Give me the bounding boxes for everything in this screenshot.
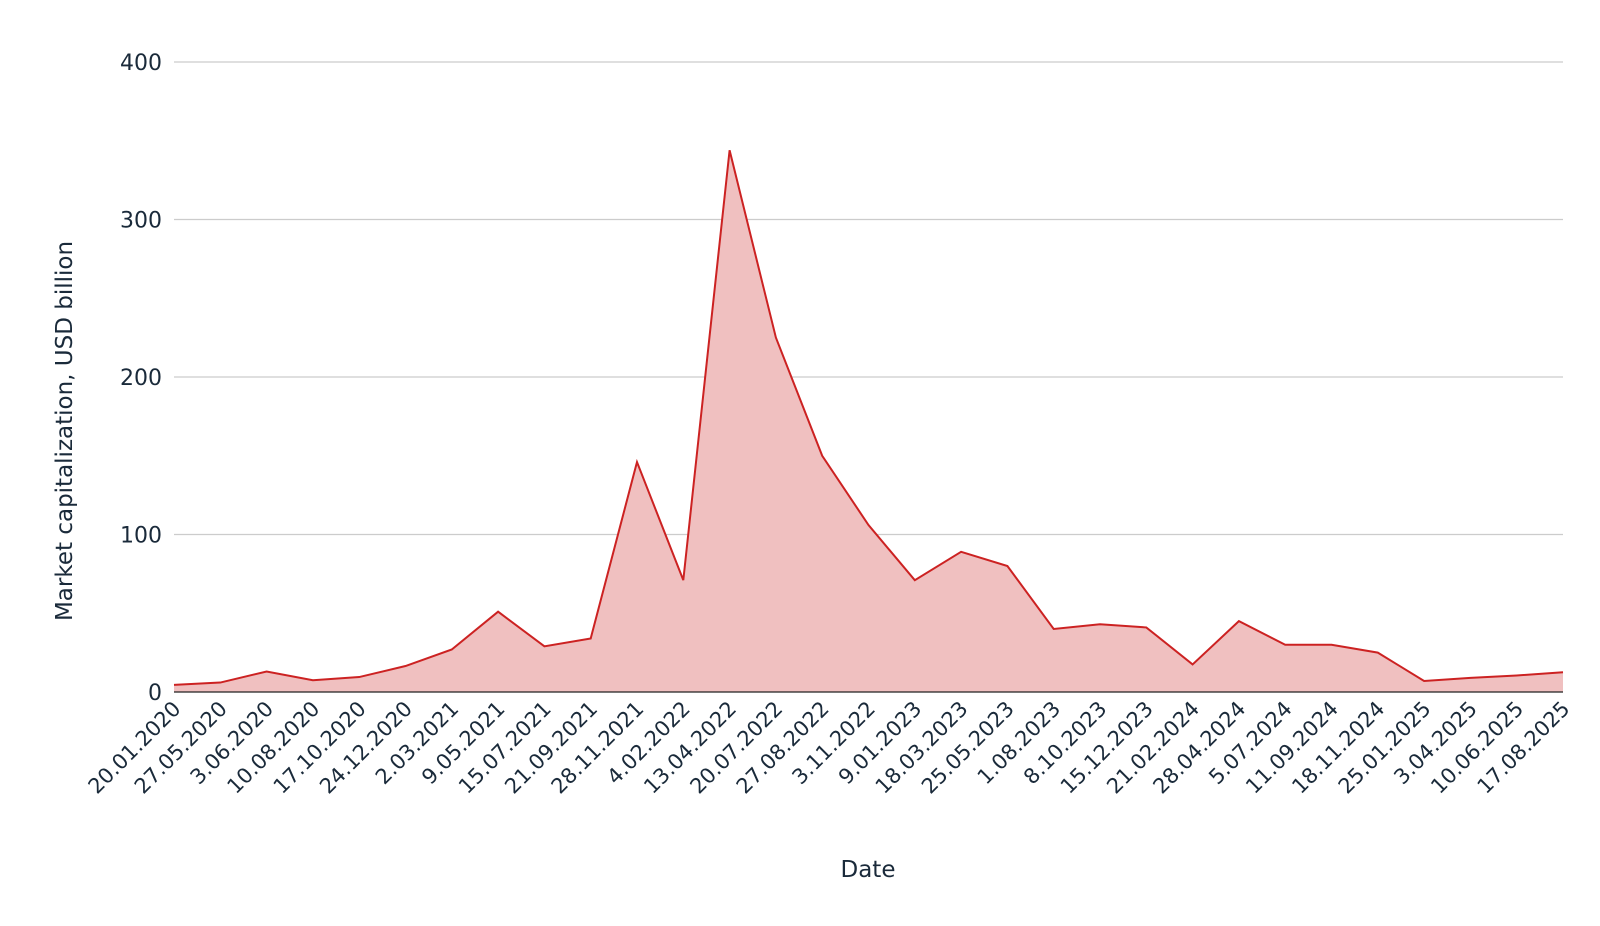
data-point bbox=[1377, 652, 1378, 653]
data-point bbox=[544, 646, 545, 647]
data-point bbox=[1146, 627, 1147, 628]
data-point bbox=[590, 638, 591, 639]
data-point bbox=[637, 462, 638, 463]
data-point bbox=[914, 580, 915, 581]
data-point bbox=[1192, 664, 1193, 665]
y-axis-title: Market capitalization, USD billion bbox=[52, 241, 78, 621]
data-point bbox=[1563, 672, 1564, 673]
data-point bbox=[312, 680, 313, 681]
data-point bbox=[451, 649, 452, 650]
data-point bbox=[405, 666, 406, 667]
data-point bbox=[1516, 675, 1517, 676]
data-point bbox=[1238, 621, 1239, 622]
data-point bbox=[498, 611, 499, 612]
x-axis-title: Date bbox=[841, 857, 896, 883]
data-point bbox=[729, 150, 730, 151]
data-point bbox=[359, 677, 360, 678]
y-tick-label: 0 bbox=[148, 681, 162, 706]
data-point bbox=[1285, 644, 1286, 645]
data-point bbox=[220, 682, 221, 683]
data-point bbox=[1007, 566, 1008, 567]
y-tick-labels: 0 100 200 300 400 bbox=[120, 51, 162, 706]
data-point bbox=[1100, 624, 1101, 625]
data-point bbox=[174, 684, 175, 685]
gridlines bbox=[174, 61, 1563, 536]
series-area-fill bbox=[174, 150, 1563, 692]
data-point bbox=[961, 551, 962, 552]
data-point bbox=[683, 580, 684, 581]
data-point bbox=[775, 337, 776, 338]
data-point bbox=[822, 455, 823, 456]
data-point bbox=[1470, 677, 1471, 678]
data-point bbox=[1331, 644, 1332, 645]
x-tick-labels: 20.01.202027.05.20203.06.202010.08.20201… bbox=[84, 697, 1575, 799]
y-tick-label: 400 bbox=[120, 51, 162, 76]
data-point bbox=[1053, 629, 1054, 630]
series-line bbox=[173, 149, 1564, 686]
data-point bbox=[266, 671, 267, 672]
y-tick-label: 100 bbox=[120, 524, 162, 549]
data-point bbox=[1424, 680, 1425, 681]
data-point bbox=[868, 525, 869, 526]
series-area-layer bbox=[173, 149, 1564, 692]
y-tick-label: 200 bbox=[120, 366, 162, 391]
y-tick-label: 300 bbox=[120, 209, 162, 234]
